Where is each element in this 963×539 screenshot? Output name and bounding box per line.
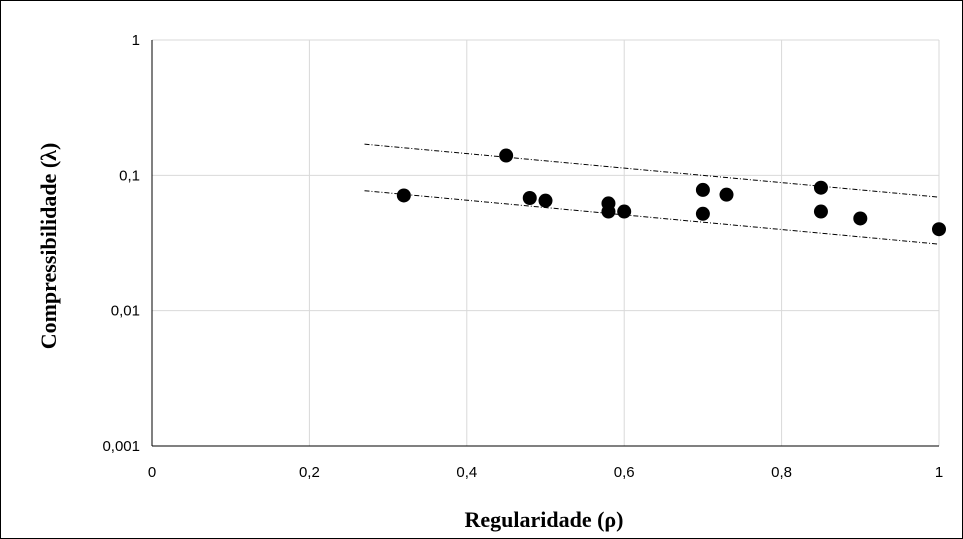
data-point: [932, 222, 946, 237]
y-tick-labels: 1 0,1 0,01 0,001: [102, 32, 140, 455]
x-tick-label: 1: [935, 464, 943, 481]
data-point: [601, 204, 616, 219]
y-tick-label: 1: [132, 32, 140, 49]
data-point: [617, 204, 632, 219]
x-tick-label: 0,8: [771, 464, 792, 481]
x-axis-title: Regularidade (ρ): [464, 507, 623, 532]
lower-trend-line: [364, 190, 940, 245]
x-tick-label: 0,6: [614, 464, 635, 481]
data-points: [396, 148, 946, 237]
y-axis-title: Compressibilidade (λ): [36, 143, 61, 350]
y-tick-label: 0,1: [119, 167, 140, 184]
data-point: [813, 180, 828, 195]
upper-trend-line: [364, 143, 940, 198]
y-tick-label: 0,001: [102, 438, 140, 455]
y-tick-label: 0,01: [111, 303, 140, 320]
x-tick-label: 0: [148, 464, 156, 481]
gridlines: [152, 39, 940, 446]
data-point: [719, 187, 734, 202]
data-point: [499, 148, 514, 163]
data-point: [853, 211, 868, 226]
x-tick-label: 0,4: [456, 464, 477, 481]
data-point: [695, 182, 710, 197]
x-tick-labels: 0 0,2 0,4 0,6 0,8 1: [148, 464, 943, 481]
trend-lines: [364, 143, 940, 245]
data-point: [538, 193, 553, 208]
data-point: [396, 188, 411, 203]
x-tick-label: 0,2: [299, 464, 320, 481]
data-point: [695, 206, 710, 221]
axes: [151, 40, 939, 447]
data-point: [813, 204, 828, 219]
data-point: [522, 191, 537, 206]
